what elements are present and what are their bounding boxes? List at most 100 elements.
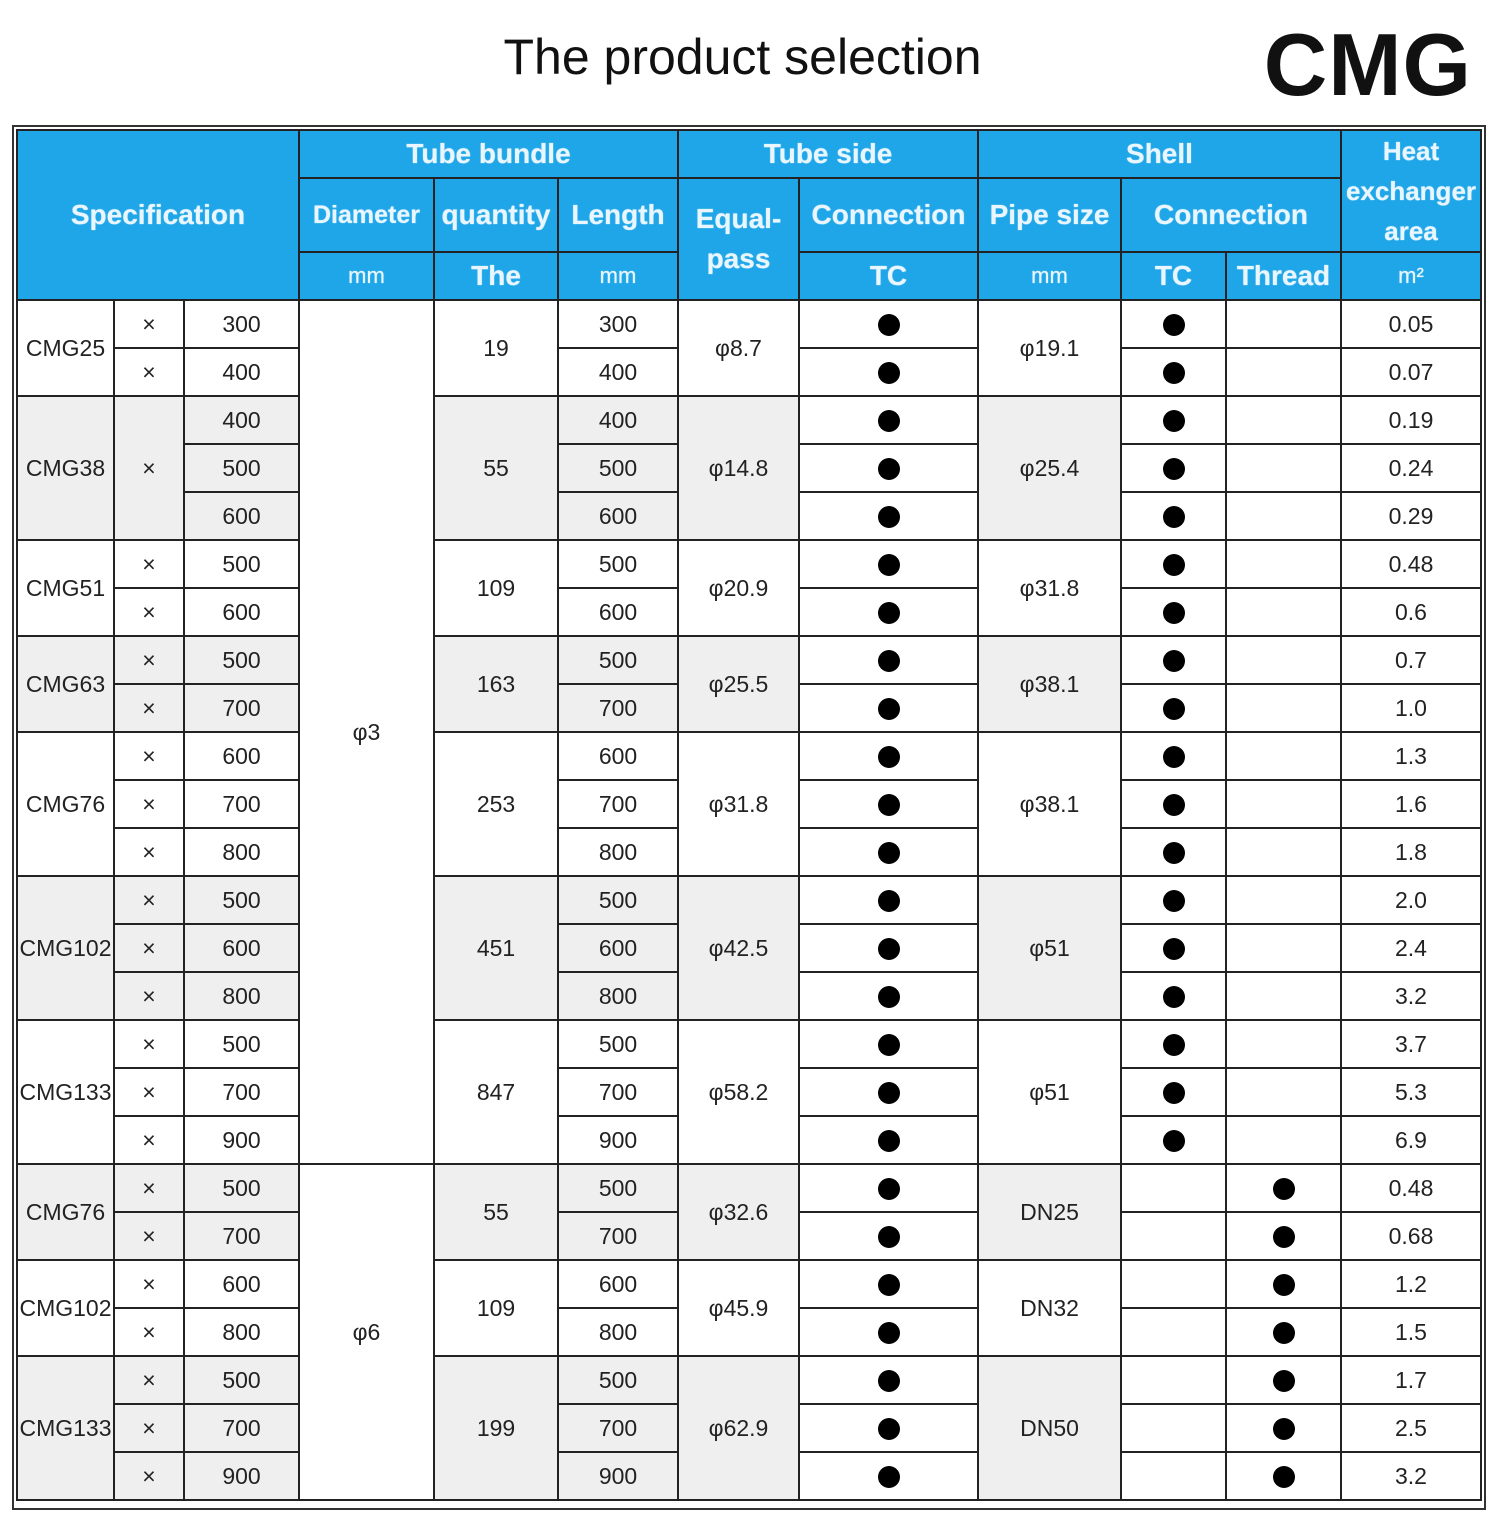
filled-dot-icon [877, 458, 900, 481]
size-marker: × [113, 347, 185, 397]
spec-length: 500 [183, 1019, 300, 1069]
spec-length: 500 [183, 539, 300, 589]
tube-length: 600 [557, 923, 679, 973]
shell-tc-cell [1120, 347, 1227, 397]
tube-length: 600 [557, 731, 679, 781]
tube-length: 800 [557, 827, 679, 877]
table-row: CMG63 × 500 163 500 φ25.5 φ38.1 0.7 [16, 635, 1482, 733]
equal-pass: φ8.7 [677, 299, 800, 397]
heat-area: 6.9 [1340, 1115, 1482, 1165]
table-row: CMG133 × 500 847 500 φ58.2 φ51 3.7 [16, 1019, 1482, 1165]
table-row: CMG25 × 300 φ3 19 300 φ8.7 φ19.1 0.05 [16, 299, 1482, 1165]
spec-length: 500 [183, 875, 300, 925]
spec-length: 500 [183, 1163, 300, 1213]
table-row: CMG76 × 500 φ6 55 500 φ32.6 DN25 0.48 [16, 1163, 1482, 1501]
table-row: × 700 700 5.3 [17, 1067, 1482, 1117]
filled-dot-icon [877, 842, 900, 865]
size-marker: × [113, 875, 185, 925]
tube-tc-cell [798, 683, 979, 733]
heat-area: 3.2 [1340, 1451, 1482, 1501]
filled-dot-icon [1162, 1130, 1185, 1153]
tube-tc-cell [798, 923, 979, 973]
tube-tc-cell [798, 1115, 979, 1165]
pipe-size: φ38.1 [977, 635, 1122, 733]
tube-tc-cell [798, 491, 979, 541]
unit-pipe-size: mm [977, 251, 1122, 301]
brand-logo: CMG [1263, 15, 1472, 114]
header-diameter: Diameter [298, 177, 435, 253]
tube-tc-cell [798, 779, 979, 829]
filled-dot-icon [877, 794, 900, 817]
equal-pass: φ25.5 [677, 635, 800, 733]
filled-dot-icon [877, 986, 900, 1009]
shell-tc-cell [1120, 827, 1227, 877]
table-row: × 800 800 3.2 [17, 971, 1482, 1021]
tube-quantity: 19 [433, 299, 559, 397]
size-marker: × [113, 1163, 185, 1213]
tube-tc-cell [798, 1019, 979, 1069]
model-cell: CMG25 [16, 299, 115, 397]
table-row: CMG102 × 600 109 600 φ45.9 DN32 1.2 [16, 1259, 1482, 1357]
table-row: CMG51 × 500 109 500 φ20.9 φ31.8 0.48 [16, 539, 1482, 637]
spec-length: 900 [183, 1451, 300, 1501]
shell-tc-cell [1120, 1067, 1227, 1117]
size-marker: × [113, 923, 185, 973]
table-row: CMG102 × 500 451 500 φ42.5 φ51 2.0 [16, 875, 1482, 1021]
filled-dot-icon [1162, 938, 1185, 961]
size-marker: × [113, 683, 185, 733]
spec-length: 800 [183, 1307, 300, 1357]
filled-dot-icon [1272, 1322, 1295, 1345]
tube-tc-cell [798, 1259, 979, 1309]
tube-tc-cell [798, 875, 979, 925]
size-marker: × [113, 827, 185, 877]
unit-quantity: The [433, 251, 559, 301]
thread-cell [1225, 971, 1342, 1021]
filled-dot-icon [1162, 602, 1185, 625]
spec-length: 700 [183, 779, 300, 829]
spec-length: 600 [183, 587, 300, 637]
shell-tc-cell [1120, 1163, 1227, 1213]
heat-area: 0.07 [1340, 347, 1482, 397]
equal-pass: φ58.2 [677, 1019, 800, 1165]
thread-cell [1225, 1067, 1342, 1117]
tube-length: 900 [557, 1115, 679, 1165]
shell-tc-cell [1120, 1019, 1227, 1069]
thread-cell [1225, 539, 1342, 589]
tube-length: 700 [557, 779, 679, 829]
equal-pass: φ14.8 [677, 395, 800, 541]
shell-tc-cell [1120, 1307, 1227, 1357]
shell-tc-cell [1120, 395, 1227, 445]
tube-diameter: φ6 [298, 1163, 435, 1501]
thread-cell [1225, 779, 1342, 829]
shell-tc-cell [1120, 491, 1227, 541]
tube-tc-cell [798, 1355, 979, 1405]
filled-dot-icon [1162, 314, 1185, 337]
table-row: × 600 600 2.4 [17, 923, 1482, 973]
heat-area: 2.0 [1340, 875, 1482, 925]
thread-cell [1225, 299, 1342, 349]
spec-length: 300 [183, 299, 300, 349]
filled-dot-icon [877, 698, 900, 721]
header-heat-area: Heat exchanger area [1340, 129, 1482, 253]
tube-length: 900 [557, 1451, 679, 1501]
table-row: × 900 900 6.9 [17, 1115, 1482, 1165]
heat-area: 1.8 [1340, 827, 1482, 877]
filled-dot-icon [1162, 746, 1185, 769]
thread-cell [1225, 1259, 1342, 1309]
tube-length: 800 [557, 1307, 679, 1357]
filled-dot-icon [877, 1178, 900, 1201]
table-row: × 900 900 3.2 [17, 1451, 1482, 1501]
table-row: 500 500 0.24 [17, 443, 1482, 493]
size-marker: × [113, 971, 185, 1021]
spec-length: 500 [183, 635, 300, 685]
tube-quantity: 253 [433, 731, 559, 877]
tube-tc-cell [798, 1211, 979, 1261]
filled-dot-icon [877, 1082, 900, 1105]
tube-length: 500 [557, 1355, 679, 1405]
spec-length: 900 [183, 1115, 300, 1165]
tube-quantity: 847 [433, 1019, 559, 1165]
table-row: × 700 700 2.5 [17, 1403, 1482, 1453]
pipe-size: φ51 [977, 1019, 1122, 1165]
filled-dot-icon [877, 602, 900, 625]
tube-tc-cell [798, 299, 979, 349]
